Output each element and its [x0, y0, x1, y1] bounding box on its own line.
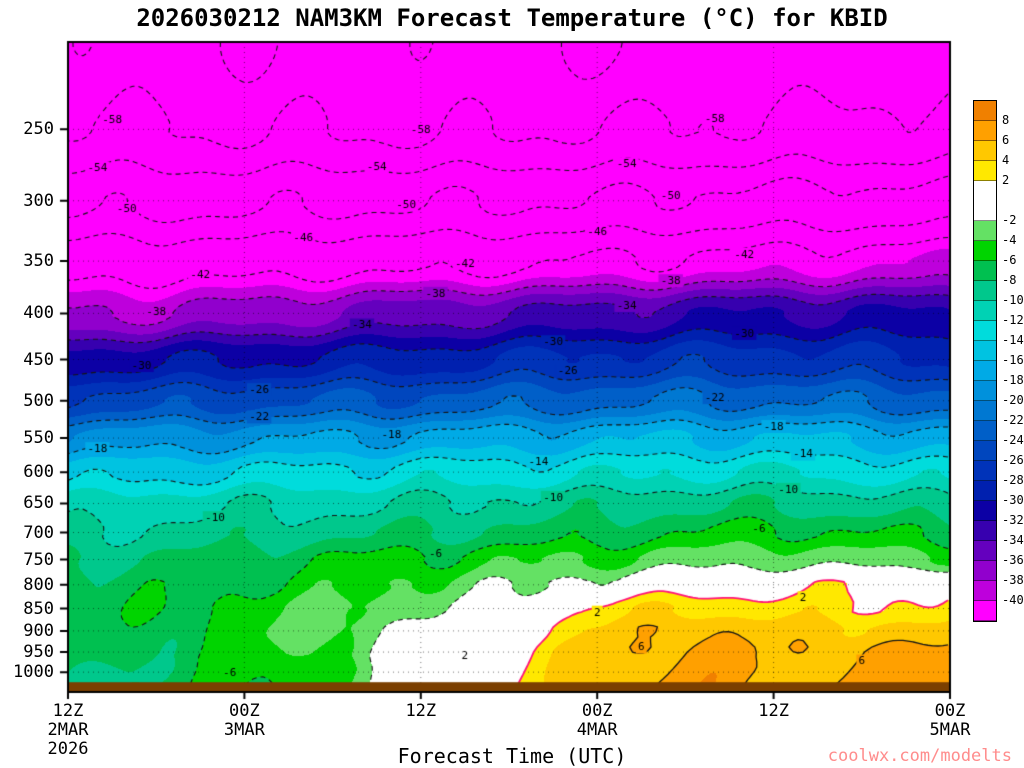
colorbar-segment: [974, 481, 996, 501]
colorbar-segment: [974, 521, 996, 541]
colorbar-tick-label: -24: [1002, 433, 1024, 447]
colorbar-tick-label: -4: [1002, 233, 1017, 247]
pressure-tick-label: 900: [23, 620, 54, 641]
x-axis-title: Forecast Time (UTC): [397, 744, 627, 768]
colorbar-segment: [974, 501, 996, 521]
time-tick-label: 00Z 4MAR: [576, 701, 618, 740]
colorbar-tick-label: -28: [1002, 473, 1024, 487]
colorbar-tick-label: -6: [1002, 253, 1017, 267]
pressure-tick-label: 1000: [13, 662, 54, 683]
colorbar-segment: [974, 461, 996, 481]
colorbar-tick-label: 8: [1002, 113, 1010, 127]
temperature-time-height-plot: [58, 36, 958, 700]
pressure-tick-label: 600: [23, 462, 54, 483]
colorbar-segment: [974, 361, 996, 381]
colorbar-tick-label: -2: [1002, 213, 1017, 227]
colorbar-tick-label: -14: [1002, 333, 1024, 347]
colorbar-tick-label: -38: [1002, 573, 1024, 587]
pressure-tick-label: 250: [23, 119, 54, 140]
colorbar-tick-label: -26: [1002, 453, 1024, 467]
colorbar-tick-label: -36: [1002, 553, 1024, 567]
colorbar-tick-label: 4: [1002, 153, 1010, 167]
time-tick-label: 12Z 2MAR 2026: [47, 701, 89, 759]
pressure-tick-label: 500: [23, 390, 54, 411]
watermark-link[interactable]: coolwx.com/modelts: [827, 746, 1012, 766]
pressure-tick-label: 550: [23, 428, 54, 449]
colorbar-segment: [974, 301, 996, 321]
colorbar-segment: [974, 241, 996, 261]
colorbar-segment: [974, 121, 996, 141]
colorbar-tick-label: -32: [1002, 513, 1024, 527]
colorbar-tick-label: -16: [1002, 353, 1024, 367]
colorbar-segment: [974, 441, 996, 461]
colorbar-segment: [974, 421, 996, 441]
colorbar-segment: [974, 561, 996, 581]
pressure-tick-label: 450: [23, 349, 54, 370]
colorbar-tick-label: -22: [1002, 413, 1024, 427]
colorbar-segment: [974, 581, 996, 601]
colorbar-segment: [974, 161, 996, 181]
pressure-tick-label: 350: [23, 251, 54, 272]
colorbar-tick-label: -18: [1002, 373, 1024, 387]
colorbar-tick-label: -12: [1002, 313, 1024, 327]
colorbar: [973, 100, 997, 622]
colorbar-segment: [974, 261, 996, 281]
colorbar-segment: [974, 601, 996, 621]
chart-title: 2026030212 NAM3KM Forecast Temperature (…: [136, 4, 888, 32]
colorbar-segment: [974, 321, 996, 341]
pressure-tick-label: 300: [23, 190, 54, 211]
colorbar-segment: [974, 101, 996, 121]
colorbar-tick-label: -10: [1002, 293, 1024, 307]
time-tick-label: 12Z: [405, 701, 437, 721]
colorbar-segment: [974, 381, 996, 401]
colorbar-tick-label: -8: [1002, 273, 1017, 287]
time-tick-label: 12Z: [758, 701, 789, 721]
colorbar-segment: [974, 181, 996, 221]
colorbar-tick-label: 2: [1002, 173, 1010, 187]
colorbar-tick-label: 6: [1002, 133, 1010, 147]
colorbar-tick-label: -34: [1002, 533, 1024, 547]
colorbar-tick-label: -30: [1002, 493, 1024, 507]
colorbar-segment: [974, 341, 996, 361]
colorbar-tick-label: -20: [1002, 393, 1024, 407]
pressure-tick-label: 750: [23, 549, 54, 570]
colorbar-segment: [974, 221, 996, 241]
pressure-tick-label: 650: [23, 493, 54, 514]
time-tick-label: 00Z 3MAR: [223, 701, 265, 740]
pressure-tick-label: 700: [23, 522, 54, 543]
colorbar-segment: [974, 401, 996, 421]
time-tick-label: 00Z 5MAR: [929, 701, 971, 740]
pressure-tick-label: 800: [23, 574, 54, 595]
colorbar-segment: [974, 281, 996, 301]
colorbar-segment: [974, 141, 996, 161]
pressure-tick-label: 950: [23, 642, 54, 663]
pressure-tick-label: 850: [23, 598, 54, 619]
colorbar-segment: [974, 541, 996, 561]
colorbar-tick-label: -40: [1002, 593, 1024, 607]
pressure-tick-label: 400: [23, 303, 54, 324]
